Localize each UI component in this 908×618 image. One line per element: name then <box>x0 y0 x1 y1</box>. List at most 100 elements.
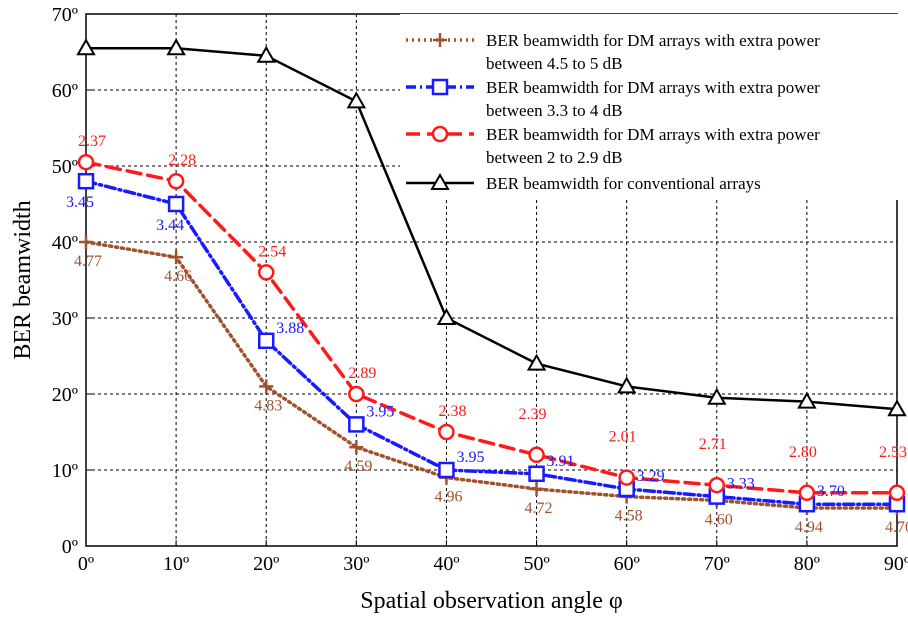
series-3 <box>77 153 906 502</box>
circle-marker <box>438 423 455 441</box>
series-4 <box>76 38 907 417</box>
data-label: 2.53 <box>879 444 907 461</box>
data-label: 4.94 <box>795 519 823 536</box>
legend-label-line2: between 3.3 to 4 dB <box>486 101 622 120</box>
data-label: 4.83 <box>254 397 282 414</box>
y-tick-label: 10º <box>52 460 78 482</box>
data-label: 3.88 <box>276 320 304 337</box>
circle-marker <box>167 172 185 190</box>
legend: BER beamwidth for DM arrays with extra p… <box>400 14 900 200</box>
data-labels-layer: 4.77 4.66 4.83 4.59 4.96 4.72 4.58 4.60 4.94 4.70… <box>66 133 908 536</box>
x-tick-label: 60º <box>614 553 640 575</box>
series-4-line <box>84 46 899 411</box>
series-2-line <box>84 179 899 506</box>
x-tick-label: 10º <box>163 553 189 575</box>
legend-background <box>400 14 900 200</box>
data-label: 4.77 <box>74 253 102 270</box>
data-label: 3.33 <box>727 476 755 493</box>
square-marker <box>348 416 365 433</box>
x-tick-label: 90º <box>884 553 908 575</box>
circle-marker <box>708 476 726 494</box>
plus-marker <box>433 33 447 47</box>
legend-label-line1: BER beamwidth for DM arrays with extra p… <box>486 125 820 144</box>
plus-marker <box>259 379 274 394</box>
x-tick-label: 80º <box>794 553 820 575</box>
data-label: 2.39 <box>519 406 547 423</box>
series-1-line <box>84 240 899 510</box>
y-tick-label: 30º <box>52 308 78 330</box>
x-axis-title: Spatial observation angle φ <box>360 588 622 614</box>
y-tick-label: 70º <box>52 4 78 26</box>
data-label: 2.71 <box>699 436 727 453</box>
series-3-line <box>84 160 899 495</box>
x-tick-label: 30º <box>343 553 369 575</box>
square-marker <box>438 461 455 479</box>
triangle-marker <box>707 387 727 405</box>
y-tick-label: 40º <box>52 232 78 254</box>
data-label: 3.70 <box>817 483 845 500</box>
triangle-marker <box>526 353 547 371</box>
x-tick-label: 40º <box>433 553 459 575</box>
y-tick-label: 0º <box>62 536 78 558</box>
data-label: 4.72 <box>525 500 553 517</box>
y-tick-label: 60º <box>52 80 78 102</box>
circle-marker <box>618 469 635 486</box>
circle-marker <box>431 125 449 143</box>
data-label: 3.95 <box>366 403 394 420</box>
triangle-marker <box>346 91 367 109</box>
x-tick-label: 50º <box>523 553 549 575</box>
y-axis-ticks: 0º 10º 20º 30º 40º 50º 60º 70º <box>52 4 92 558</box>
legend-label-line1: BER beamwidth for DM arrays with extra p… <box>486 31 820 50</box>
data-label: 2.38 <box>438 403 466 420</box>
triangle-marker <box>166 38 186 56</box>
square-marker <box>77 172 95 190</box>
legend-label-line2: between 2 to 2.9 dB <box>486 148 622 167</box>
data-label: 4.70 <box>885 519 908 536</box>
y-tick-label: 50º <box>52 156 78 178</box>
data-label: 3.29 <box>637 468 665 485</box>
data-label: 3.44 <box>156 217 184 234</box>
y-tick-label: 20º <box>52 384 78 406</box>
plus-marker <box>79 235 93 249</box>
data-label: 3.45 <box>66 194 94 211</box>
data-label: 2.89 <box>348 365 376 382</box>
triangle-marker <box>76 38 96 56</box>
legend-label-line2: between 4.5 to 5 dB <box>486 54 622 73</box>
triangle-marker <box>436 307 457 325</box>
data-label: 4.58 <box>615 508 643 525</box>
plus-marker <box>169 250 184 265</box>
data-label: 2.37 <box>78 133 106 150</box>
data-label: 2.28 <box>168 152 196 169</box>
triangle-marker <box>797 391 817 409</box>
data-label: 3.91 <box>547 453 575 470</box>
x-axis-ticks: 0º 10º 20º 30º 40º 50º 60º 70º 80º 90º <box>78 540 908 575</box>
data-label: 4.96 <box>434 489 462 506</box>
x-tick-label: 20º <box>253 553 279 575</box>
triangle-marker <box>256 45 276 63</box>
plus-marker <box>349 440 364 455</box>
square-marker <box>431 78 449 96</box>
data-label: 4.66 <box>164 268 192 285</box>
circle-marker <box>77 153 95 171</box>
circle-marker <box>348 385 365 403</box>
square-marker <box>257 332 275 350</box>
data-label: 2.54 <box>258 243 286 260</box>
x-tick-label: 0º <box>78 553 94 575</box>
x-tick-label: 70º <box>704 553 730 575</box>
square-marker <box>167 195 185 213</box>
data-label: 4.59 <box>344 458 372 475</box>
circle-marker <box>798 484 816 502</box>
data-label: 2.80 <box>789 444 817 461</box>
legend-label-line1: BER beamwidth for conventional arrays <box>486 174 761 193</box>
circle-marker <box>257 264 275 281</box>
plus-marker <box>529 482 544 496</box>
data-label: 3.95 <box>456 449 484 466</box>
circle-marker <box>888 484 906 502</box>
series-layer <box>76 38 907 515</box>
data-label: 4.60 <box>705 511 733 528</box>
triangle-marker <box>430 172 450 190</box>
data-label: 2.01 <box>609 429 637 446</box>
circle-marker <box>528 446 545 464</box>
square-marker <box>528 465 545 483</box>
